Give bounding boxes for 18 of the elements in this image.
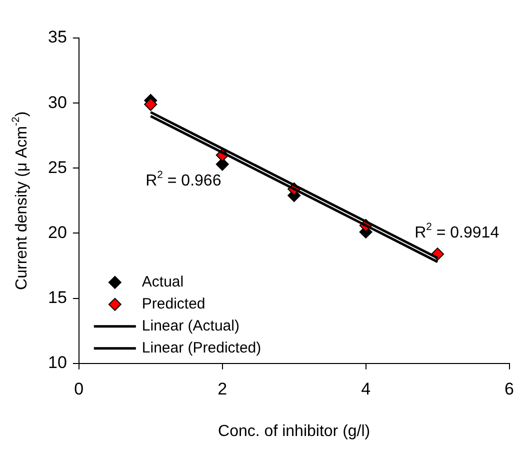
x-tick-label: 0 xyxy=(74,379,84,398)
x-tick-label: 6 xyxy=(504,379,514,398)
legend-label: Actual xyxy=(142,274,184,291)
y-tick-label: 35 xyxy=(48,28,67,47)
x-axis-title: Conc. of inhibitor (g/l) xyxy=(218,422,370,440)
x-tick-label: 2 xyxy=(218,379,228,398)
legend-label: Linear (Actual) xyxy=(142,318,240,335)
x-tick-label: 4 xyxy=(361,379,371,398)
y-tick-label: 20 xyxy=(48,222,67,242)
point xyxy=(144,98,158,111)
legend-label: Linear (Predicted) xyxy=(142,340,262,357)
y-tick-label: 25 xyxy=(48,158,67,177)
y-tick-label: 15 xyxy=(48,288,67,308)
legend-label: Predicted xyxy=(142,296,206,313)
y-tick-label: 10 xyxy=(48,353,67,372)
point xyxy=(216,158,229,171)
y-axis-title: Current density (μ Acm-2) xyxy=(10,111,30,290)
y-tick-label: 30 xyxy=(48,92,67,112)
